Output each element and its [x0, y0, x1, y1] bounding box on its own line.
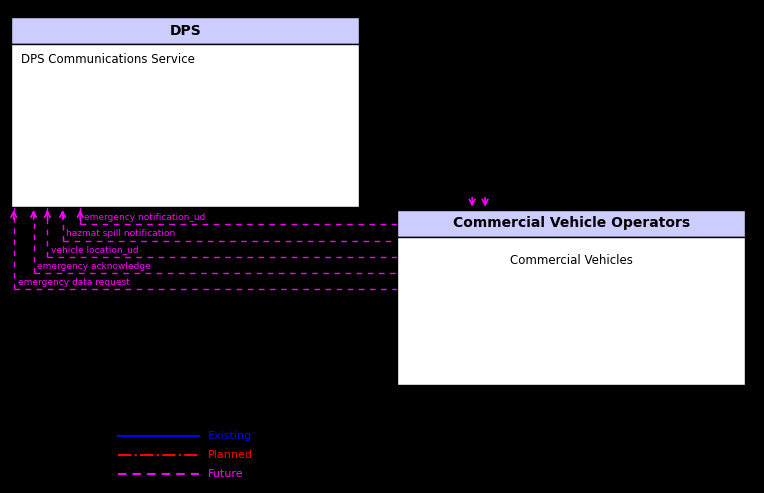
- Text: Existing: Existing: [208, 431, 252, 441]
- Text: DPS Communications Service: DPS Communications Service: [21, 53, 195, 66]
- Text: Planned: Planned: [208, 450, 253, 460]
- Bar: [397, 237, 745, 385]
- Text: DPS: DPS: [170, 24, 201, 38]
- Text: hazmat spill notification: hazmat spill notification: [66, 229, 176, 238]
- Text: Future: Future: [208, 469, 244, 479]
- Text: emergency data request: emergency data request: [18, 278, 129, 287]
- Bar: [11, 17, 359, 44]
- Text: emergency acknowledge: emergency acknowledge: [37, 262, 151, 271]
- Text: vehicle location_ud: vehicle location_ud: [51, 246, 139, 254]
- Text: emergency notification_ud: emergency notification_ud: [84, 213, 206, 222]
- Bar: [11, 44, 359, 207]
- Bar: [397, 210, 745, 237]
- Text: Commercial Vehicle Operators: Commercial Vehicle Operators: [452, 216, 690, 230]
- Text: Commercial Vehicles: Commercial Vehicles: [510, 254, 633, 267]
